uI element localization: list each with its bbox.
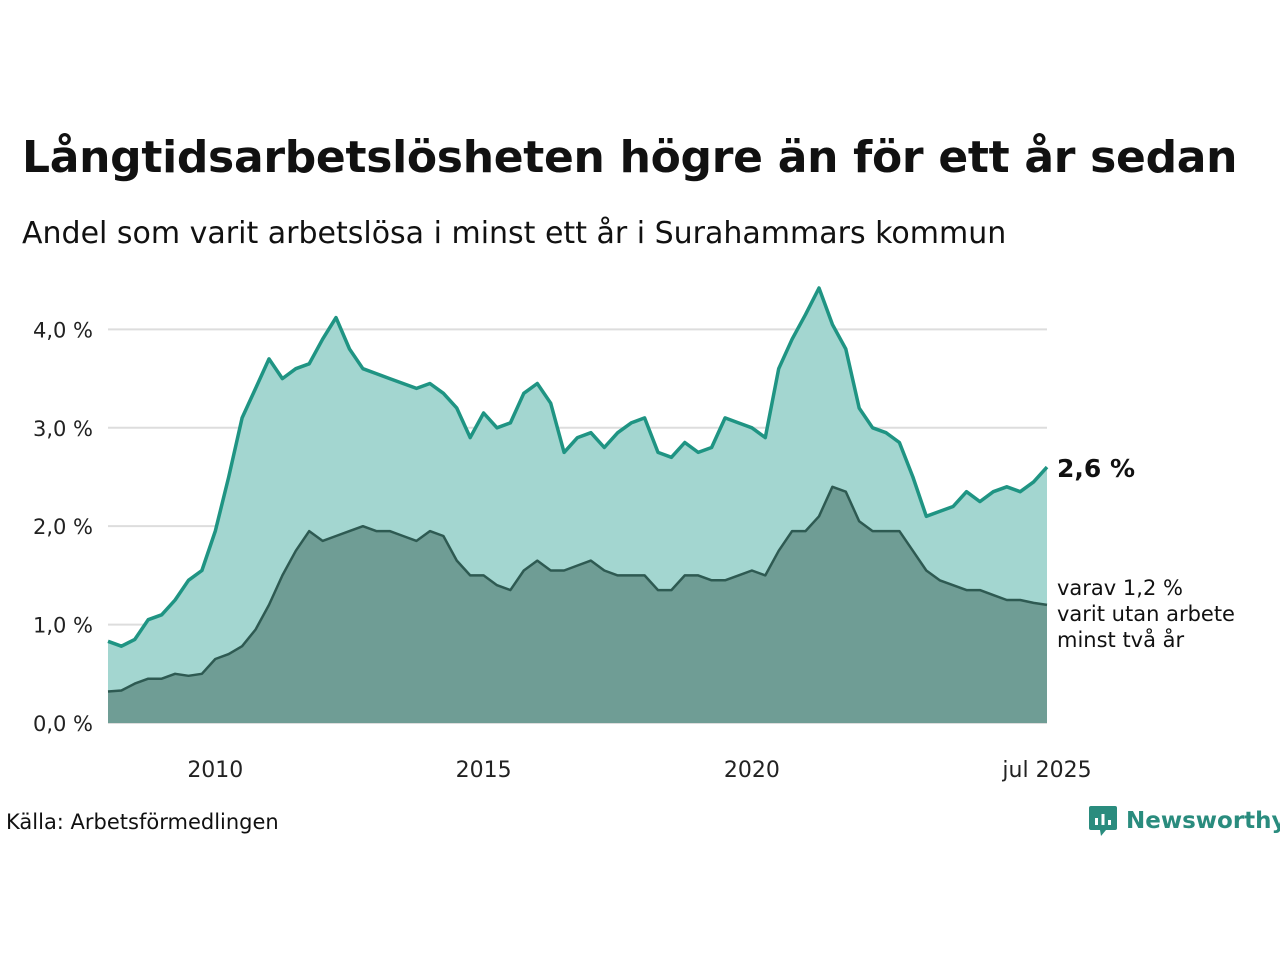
x-tick-label: 2020 (724, 758, 780, 783)
series1-end-label: 2,6 % (1057, 454, 1135, 483)
series2-end-label-line: varit utan arbete (1057, 602, 1235, 626)
series2-area (108, 486, 1047, 723)
y-tick-label: 0,0 % (33, 712, 93, 736)
source-note: Källa: Arbetsförmedlingen (6, 810, 279, 834)
series2-end-label-line: varav 1,2 % (1057, 576, 1183, 600)
y-tick-label: 3,0 % (33, 417, 93, 441)
series1-line (107, 286, 1049, 648)
x-tick-label: jul 2025 (1001, 758, 1091, 783)
series2-end-label-line: minst två år (1057, 627, 1185, 652)
series2-line (107, 485, 1048, 693)
x-axis-ticks: 2010 2015 2020 jul 2025 (187, 758, 1091, 783)
chart-subtitle: Andel som varit arbetslösa i minst ett å… (22, 216, 1007, 251)
y-tick-label: 1,0 % (33, 614, 93, 638)
newsworthy-logo-icon (1089, 806, 1117, 836)
x-tick-label: 2015 (456, 758, 512, 783)
chart-areas (107, 286, 1049, 723)
y-tick-label: 2,0 % (33, 515, 93, 539)
brand-name: Newsworthy (1126, 808, 1280, 834)
x-tick-label: 2010 (187, 758, 243, 783)
y-tick-label: 4,0 % (33, 318, 93, 342)
brand[interactable]: Newsworthy (1088, 804, 1280, 838)
chart-title: Långtidsarbetslösheten högre än för ett … (22, 132, 1238, 183)
y-axis-ticks: 0,0 % 1,0 % 2,0 % 3,0 % 4,0 % (33, 318, 93, 736)
